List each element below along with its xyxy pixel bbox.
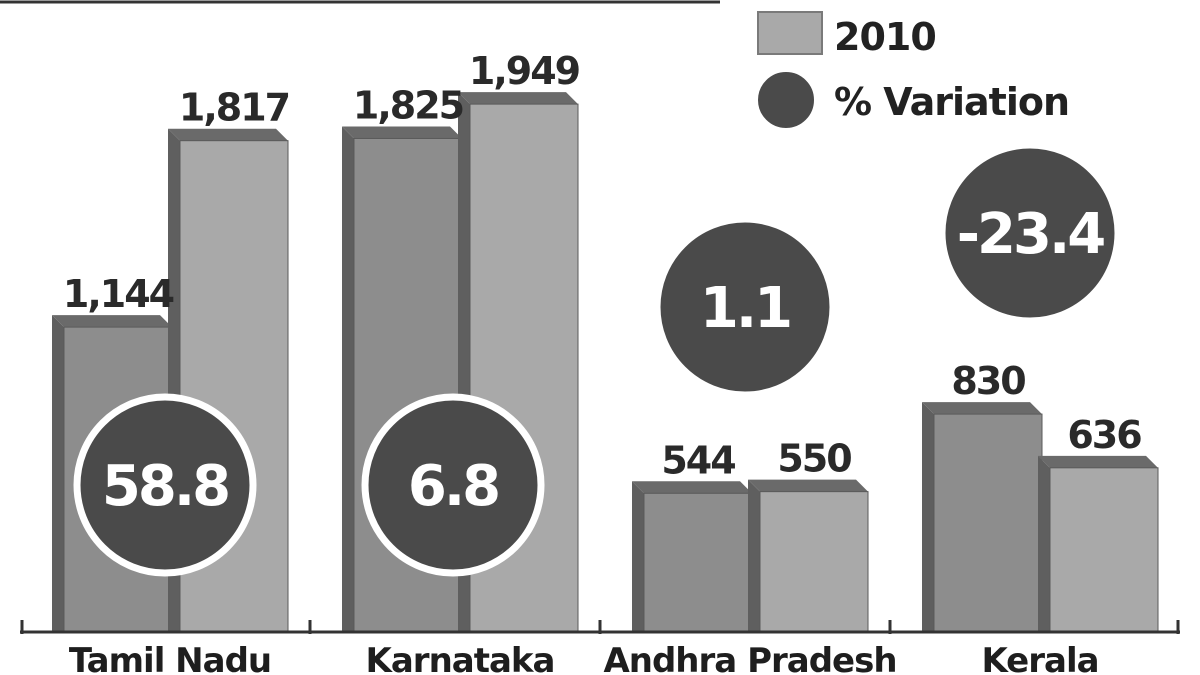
legend-label-2010: 2010: [834, 15, 936, 59]
bar-top: [1038, 455, 1158, 468]
bars-layer: [52, 92, 1159, 633]
variation-circle-kerala: [938, 141, 1122, 325]
bar-side: [1038, 455, 1050, 632]
bar-top: [922, 402, 1042, 415]
category-labels-layer: Tamil Nadu Karnataka Andhra Pradesh Kerala: [69, 641, 1100, 675]
bar-front: [759, 491, 869, 633]
bar-top: [748, 479, 868, 492]
variation-label-kerala: -23.4: [957, 202, 1104, 267]
bar-top: [458, 92, 578, 105]
bar-top: [52, 315, 172, 328]
bar-andhra-pradesh-1: [632, 481, 753, 633]
legend-swatch-2010: [757, 11, 823, 55]
bar-side: [922, 402, 934, 632]
bar-top: [342, 126, 462, 139]
bar-side: [632, 481, 644, 632]
value-label-karnataka-2: 1,949: [469, 49, 580, 93]
variation-layer: 58.8 6.8 1.1 -23.4: [73, 141, 1122, 577]
bar-front: [1049, 467, 1159, 633]
category-label-kerala: Kerala: [981, 641, 1098, 675]
legend-swatch-variation: [754, 68, 818, 132]
variation-circle-tamil-nadu: [73, 393, 257, 577]
value-label-andhra-pradesh-2: 550: [777, 437, 851, 481]
bar-side: [342, 126, 354, 632]
value-label-kerala-1: 830: [951, 359, 1025, 403]
legend: 2010 % Variation: [754, 11, 1070, 132]
value-label-kerala-2: 636: [1067, 413, 1141, 457]
variation-circle-karnataka: [361, 393, 545, 577]
bar-side: [52, 315, 64, 632]
variation-label-karnataka: 6.8: [408, 454, 498, 519]
variation-circle-andhra-pradesh: [653, 215, 837, 399]
bar-front: [643, 492, 753, 633]
category-label-andhra-pradesh: Andhra Pradesh: [603, 641, 896, 675]
legend-label-variation: % Variation: [834, 80, 1069, 124]
bar-side: [748, 479, 760, 632]
value-label-tamil-nadu-2: 1,817: [179, 86, 289, 130]
variation-label-andhra-pradesh: 1.1: [700, 276, 790, 341]
bar-kerala-1: [922, 402, 1043, 633]
value-label-tamil-nadu-1: 1,144: [63, 272, 174, 316]
value-label-karnataka-1: 1,825: [353, 83, 463, 127]
value-label-andhra-pradesh-1: 544: [661, 438, 735, 482]
variation-label-tamil-nadu: 58.8: [102, 454, 228, 519]
bar-top: [632, 481, 752, 494]
category-label-karnataka: Karnataka: [366, 641, 555, 675]
category-label-tamil-nadu: Tamil Nadu: [69, 641, 271, 675]
bar-top: [168, 128, 288, 141]
bar-andhra-pradesh-2: [748, 479, 869, 633]
bar-front: [933, 413, 1043, 633]
bar-kerala-2: [1038, 455, 1159, 633]
